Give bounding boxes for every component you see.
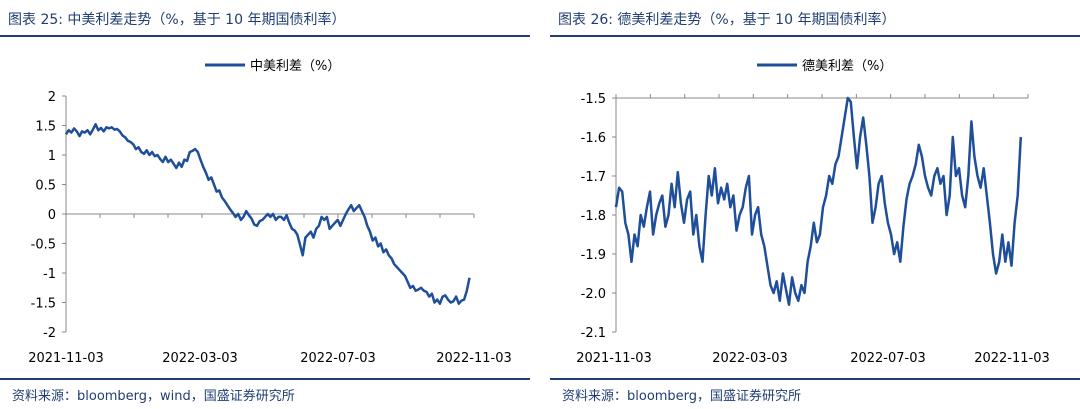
chart-title: 图表 26: 德美利差走势（%，基于 10 年期国债利率）: [558, 12, 896, 28]
y-tick-label: -1.5: [31, 297, 56, 312]
x-tick-label: 2022-11-03: [436, 351, 512, 366]
title-rule: [0, 35, 530, 37]
source-note: 资料来源：bloomberg，国盛证券研究所: [562, 389, 802, 404]
y-tick-label: -2.1: [581, 326, 606, 341]
y-tick-label: -1.9: [581, 248, 606, 263]
x-tick-label: 2021-11-03: [576, 351, 652, 366]
y-tick-label: -2: [43, 326, 56, 341]
line-chart-de-us-spread: -1.5 -1.6 -1.7 -1.8 -1.9 -2.0 -2.1 2021-11-03 20…: [576, 59, 1050, 366]
source-note: 资料来源：bloomberg，wind，国盛证券研究所: [12, 389, 295, 404]
x-tick-label: 2022-03-03: [712, 351, 788, 366]
y-tick-label: -2.0: [581, 287, 606, 302]
series-line: [64, 123, 471, 305]
x-tick-label: 2021-11-03: [28, 351, 104, 366]
x-tick-label: 2022-07-03: [300, 351, 376, 366]
x-tick-label: 2022-03-03: [162, 351, 238, 366]
y-tick-label: 0: [48, 208, 56, 223]
y-tick-label: -0.5: [31, 238, 56, 253]
legend-label: 中美利差（%）: [250, 59, 340, 74]
chart-title: 图表 25: 中美利差走势（%，基于 10 年期国债利率）: [8, 12, 346, 28]
title-rule: [550, 35, 1080, 37]
y-tick-label: -1.7: [581, 170, 606, 185]
y-tick-label: -1.5: [581, 92, 606, 107]
y-tick-label: -1: [43, 267, 56, 282]
y-tick-label: -1.8: [581, 209, 606, 224]
x-tick-label: 2022-07-03: [850, 351, 926, 366]
y-tick-label: 1: [48, 149, 56, 164]
chart-panel-left: 图表 25: 中美利差走势（%，基于 10 年期国债利率） 2 1.5 1 0.5 0 -…: [0, 0, 530, 409]
chart-panel-right: 图表 26: 德美利差走势（%，基于 10 年期国债利率） -1.5 -1.6 -1…: [550, 0, 1080, 409]
source-rule: [0, 378, 530, 380]
y-tick-label: 0.5: [35, 179, 56, 194]
y-tick-label: -1.6: [581, 131, 606, 146]
x-tick-label: 2022-11-03: [974, 351, 1050, 366]
y-tick-label: 1.5: [35, 120, 56, 135]
legend-label: 德美利差（%）: [802, 59, 892, 74]
y-tick-label: 2: [48, 90, 56, 105]
series-line: [614, 96, 1023, 306]
source-rule: [550, 378, 1080, 380]
line-chart-cn-us-spread: 2 1.5 1 0.5 0 -0.5 -1 -1.5 -2 2021-11-03 2022-03-0…: [28, 59, 512, 366]
